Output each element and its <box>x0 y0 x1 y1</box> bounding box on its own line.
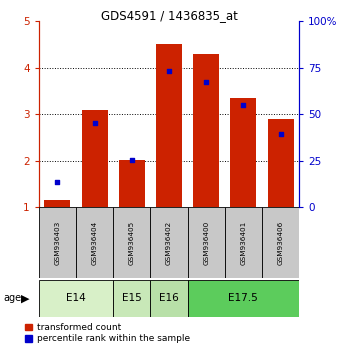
Bar <box>45 200 70 207</box>
Text: GSM936400: GSM936400 <box>203 220 209 264</box>
Text: GDS4591 / 1436835_at: GDS4591 / 1436835_at <box>101 9 237 22</box>
Point <box>129 157 135 162</box>
Bar <box>113 207 150 278</box>
Text: E15: E15 <box>122 293 142 303</box>
Point <box>203 79 209 85</box>
Point <box>166 69 172 74</box>
Bar <box>262 207 299 278</box>
Text: GSM936405: GSM936405 <box>129 220 135 264</box>
Bar <box>193 54 219 207</box>
Bar <box>76 207 113 278</box>
Text: GSM936402: GSM936402 <box>166 220 172 264</box>
Text: GSM936401: GSM936401 <box>240 220 246 264</box>
Bar <box>39 207 76 278</box>
Bar <box>225 207 262 278</box>
Text: GSM936406: GSM936406 <box>277 220 284 264</box>
Text: GSM936404: GSM936404 <box>92 220 98 264</box>
Text: age: age <box>3 293 22 303</box>
Bar <box>81 109 107 207</box>
Bar <box>188 280 299 317</box>
Bar <box>230 98 256 207</box>
Bar <box>156 45 182 207</box>
Bar <box>150 280 188 317</box>
Legend: transformed count, percentile rank within the sample: transformed count, percentile rank withi… <box>25 323 190 343</box>
Point <box>241 102 246 108</box>
Text: ▶: ▶ <box>21 293 30 303</box>
Bar <box>188 207 225 278</box>
Bar <box>267 119 293 207</box>
Point <box>92 120 97 125</box>
Bar <box>150 207 188 278</box>
Text: GSM936403: GSM936403 <box>54 220 61 264</box>
Text: E17.5: E17.5 <box>228 293 258 303</box>
Point <box>55 179 60 184</box>
Point <box>278 131 283 137</box>
Bar <box>113 280 150 317</box>
Bar <box>39 280 113 317</box>
Bar <box>119 160 145 207</box>
Text: E16: E16 <box>159 293 179 303</box>
Text: E14: E14 <box>66 293 86 303</box>
